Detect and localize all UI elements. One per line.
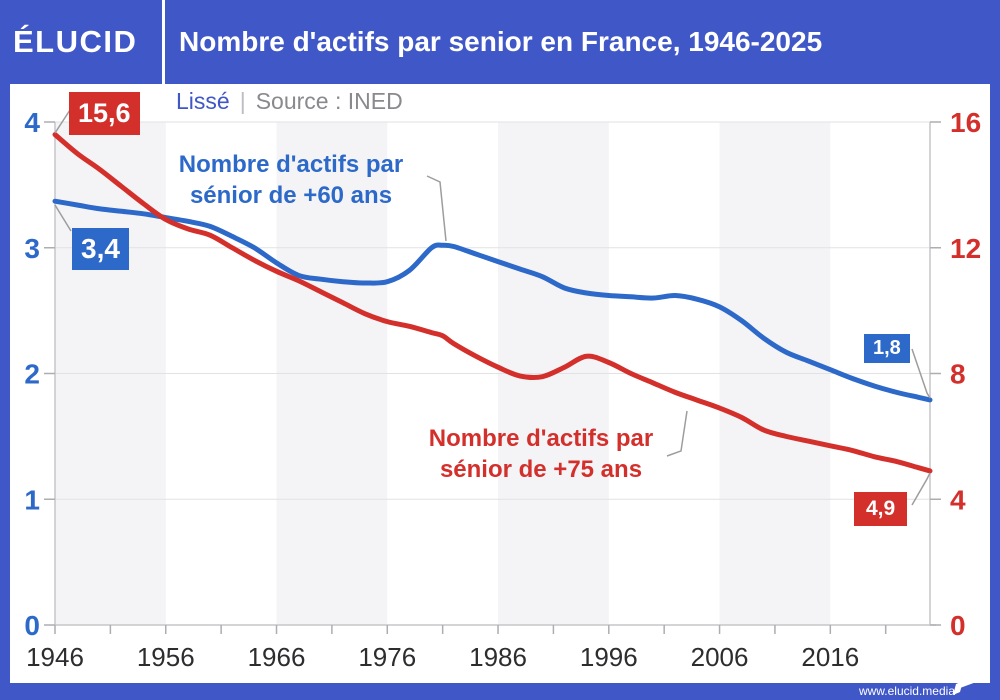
header-bar: ÉLUCID Nombre d'actifs par senior en Fra… [0,0,1000,84]
footer-url: www.elucid.media [858,684,955,698]
y-right-label: 0 [950,610,966,641]
series-label-75-line1: Nombre d'actifs par [428,425,654,452]
y-right-label: 4 [950,484,966,515]
right-border-bar [990,84,1000,683]
y-left-label: 2 [24,359,40,390]
elucid-flag-icon [953,667,983,695]
subtitle-separator: | [239,88,246,114]
series-label-60-line1: Nombre d'actifs par [178,151,404,178]
source-label: Source : INED [255,88,403,114]
callout-line [54,204,72,232]
callout-line [426,175,447,242]
callout-line [911,472,931,506]
y-right-label: 8 [950,359,966,390]
x-year-label: 1996 [580,642,638,672]
y-left-label: 4 [24,107,40,138]
x-year-label: 1976 [358,642,416,672]
header-divider [162,0,165,84]
x-year-label: 1956 [137,642,195,672]
chart-subtitle: Lissé | Source : INED [176,88,403,115]
y-left-label: 3 [24,233,40,264]
badge-75-end-value: 4,9 [854,492,908,526]
callout-line [54,109,71,134]
series-label-60: Nombre d'actifs par sénior de +60 ans [156,149,426,211]
series-line-60plus [52,198,933,403]
badge-60-end-value: 1,8 [864,334,910,363]
x-year-label: 1946 [26,642,84,672]
x-year-label: 1966 [248,642,306,672]
callout-line [666,410,688,457]
series-line-75plus [52,132,933,474]
y-left-label: 0 [24,610,40,641]
badge-75-start-value: 15,6 [69,92,140,135]
left-border-bar [0,84,10,683]
series-label-75-line2: sénior de +75 ans [439,456,643,483]
page-title: Nombre d'actifs par senior en France, 19… [179,26,823,57]
footer-bar: www.elucid.media [0,683,1000,700]
y-right-label: 16 [950,107,981,138]
series-label-75: Nombre d'actifs par sénior de +75 ans [406,423,676,485]
elucid-logo: ÉLUCID [13,24,138,59]
x-year-label: 2006 [691,642,749,672]
badge-60-start-value: 3,4 [72,228,129,270]
y-left-label: 1 [24,484,40,515]
x-year-label: 1986 [469,642,527,672]
y-right-label: 12 [950,233,981,264]
x-year-label: 2016 [801,642,859,672]
smoothing-label: Lissé [176,88,230,114]
series-label-60-line2: sénior de +60 ans [189,182,393,209]
callout-line [911,348,931,399]
